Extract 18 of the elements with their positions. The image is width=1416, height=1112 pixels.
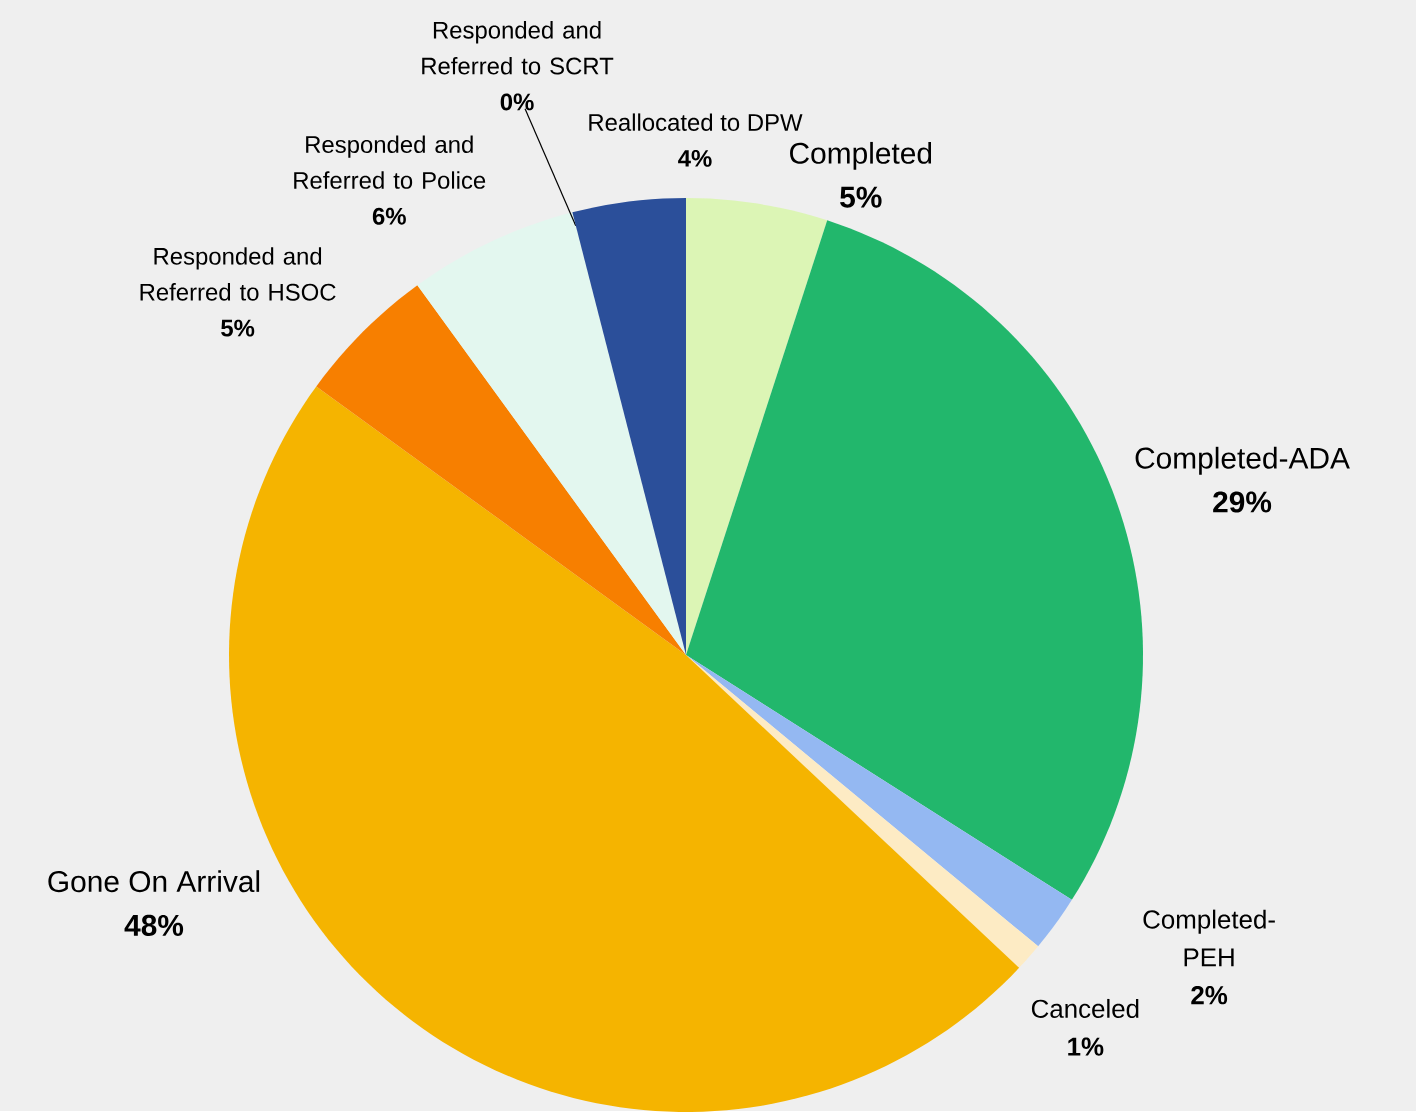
slice-label: Completed-ADA: [1135, 446, 1350, 475]
text: 0%: [500, 93, 534, 111]
data-label: 5%: [221, 319, 255, 337]
slice-label: Responded and Referred to HSOC: [140, 247, 336, 301]
slice-label: Reallocated to DPW: [589, 113, 803, 131]
slice-label: Completed-PEH: [1143, 909, 1275, 967]
data-label: 5%: [840, 186, 882, 208]
slice-label: Gone On Arrival: [48, 870, 260, 893]
data-label: 4%: [678, 149, 712, 167]
category-label: Responded and Referred to SCRT: [422, 21, 614, 75]
slice-label: Completed: [790, 141, 932, 170]
data-label: 1%: [1068, 1037, 1104, 1056]
data-label: 48%: [124, 914, 184, 936]
data-label: 6%: [372, 207, 406, 225]
data-label: 2%: [1191, 986, 1228, 1005]
slice-label: Canceled: [1031, 998, 1139, 1018]
data-label: 29%: [1213, 491, 1272, 513]
slice-label: Responded and Referred to Police: [294, 135, 486, 189]
